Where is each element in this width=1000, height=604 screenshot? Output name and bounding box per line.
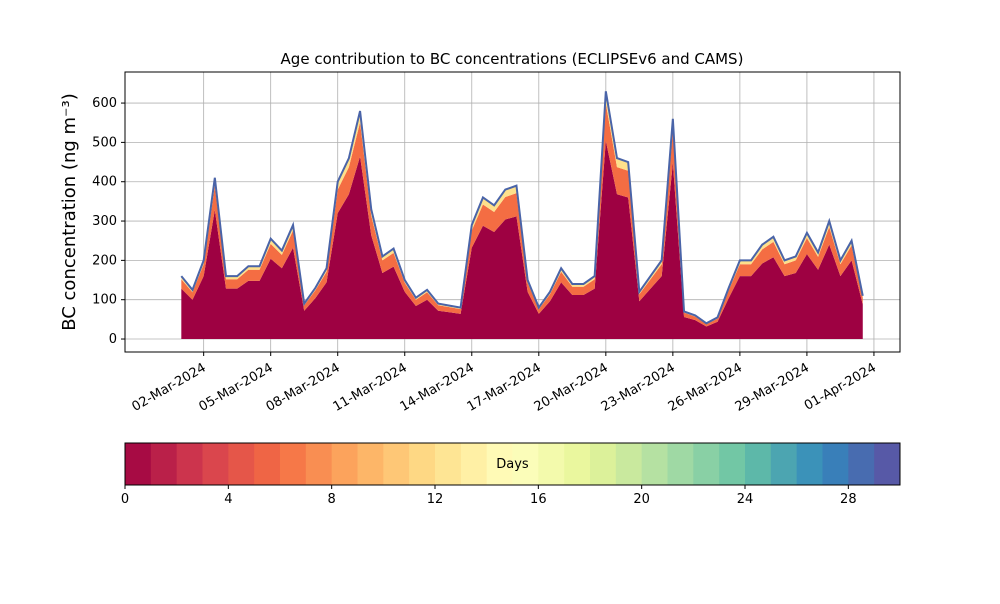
colorbar-box bbox=[202, 443, 229, 485]
area-layer bbox=[181, 103, 863, 327]
colorbar-tick-label: 4 bbox=[224, 492, 232, 507]
colorbar-box bbox=[667, 443, 694, 485]
colorbar-tick-label: 20 bbox=[633, 492, 650, 507]
y-tick-label: 0 bbox=[109, 332, 117, 347]
colorbar-tick-label: 12 bbox=[427, 492, 444, 507]
colorbar-box bbox=[383, 443, 410, 485]
colorbar-box bbox=[409, 443, 436, 485]
colorbar-box bbox=[357, 443, 384, 485]
colorbar-box bbox=[254, 443, 281, 485]
x-tick-label: 11-Mar-2024 bbox=[331, 360, 410, 414]
y-axis-label: BC concentration (ng m⁻³) bbox=[59, 93, 80, 331]
y-tick-label: 400 bbox=[92, 175, 117, 190]
colorbar-tick-label: 8 bbox=[328, 492, 336, 507]
x-tick-label: 23-Mar-2024 bbox=[599, 360, 678, 414]
colorbar-box bbox=[460, 443, 488, 485]
colorbar-box bbox=[228, 443, 255, 485]
colorbar-box bbox=[150, 443, 178, 485]
colorbar-tick-label: 28 bbox=[840, 492, 857, 507]
chart-title: Age contribution to BC concentrations (E… bbox=[281, 50, 744, 68]
x-tick-label: 08-Mar-2024 bbox=[264, 360, 343, 414]
colorbar-box bbox=[719, 443, 746, 485]
area-layer bbox=[181, 140, 863, 340]
colorbar-box bbox=[822, 443, 849, 485]
colorbar-box bbox=[615, 443, 643, 485]
colorbar-box bbox=[564, 443, 591, 485]
colorbar-tick-label: 16 bbox=[530, 492, 547, 507]
colorbar-box bbox=[848, 443, 875, 485]
colorbar-box bbox=[512, 443, 539, 485]
x-tick-label: 26-Mar-2024 bbox=[666, 360, 745, 414]
colorbar-box bbox=[125, 443, 152, 485]
y-tick-label: 600 bbox=[92, 96, 117, 111]
colorbar-box bbox=[641, 443, 668, 485]
colorbar-frame bbox=[124, 442, 901, 486]
colorbar-label: Days bbox=[496, 457, 529, 472]
x-tick-label: 17-Mar-2024 bbox=[465, 360, 544, 414]
x-tick-label: 01-Apr-2024 bbox=[802, 360, 879, 413]
colorbar-box bbox=[874, 443, 901, 485]
colorbar-box bbox=[745, 443, 772, 485]
colorbar-tick-label: 0 bbox=[121, 492, 129, 507]
colorbar-box bbox=[486, 443, 513, 485]
x-tick-label: 14-Mar-2024 bbox=[398, 360, 477, 414]
total-line bbox=[180, 91, 864, 325]
colorbar-box bbox=[693, 443, 720, 485]
x-tick-label: 05-Mar-2024 bbox=[197, 360, 276, 414]
colorbar-box bbox=[796, 443, 823, 485]
y-tick-label: 100 bbox=[92, 293, 117, 308]
colorbar-box bbox=[590, 443, 617, 485]
x-tick-label: 29-Mar-2024 bbox=[733, 360, 812, 414]
y-tick-label: 300 bbox=[92, 214, 117, 229]
colorbar-box bbox=[331, 443, 358, 485]
colorbar-box bbox=[280, 443, 307, 485]
plot-frame bbox=[124, 71, 901, 353]
colorbar-tick-label: 24 bbox=[737, 492, 754, 507]
colorbar-box bbox=[305, 443, 333, 485]
x-tick-label: 20-Mar-2024 bbox=[532, 360, 611, 414]
colorbar-box bbox=[538, 443, 565, 485]
x-tick-label: 02-Mar-2024 bbox=[130, 360, 209, 414]
y-tick-label: 500 bbox=[92, 135, 117, 150]
colorbar-box bbox=[435, 443, 462, 485]
colorbar-box bbox=[770, 443, 798, 485]
y-tick-label: 200 bbox=[92, 253, 117, 268]
colorbar-box bbox=[176, 443, 203, 485]
